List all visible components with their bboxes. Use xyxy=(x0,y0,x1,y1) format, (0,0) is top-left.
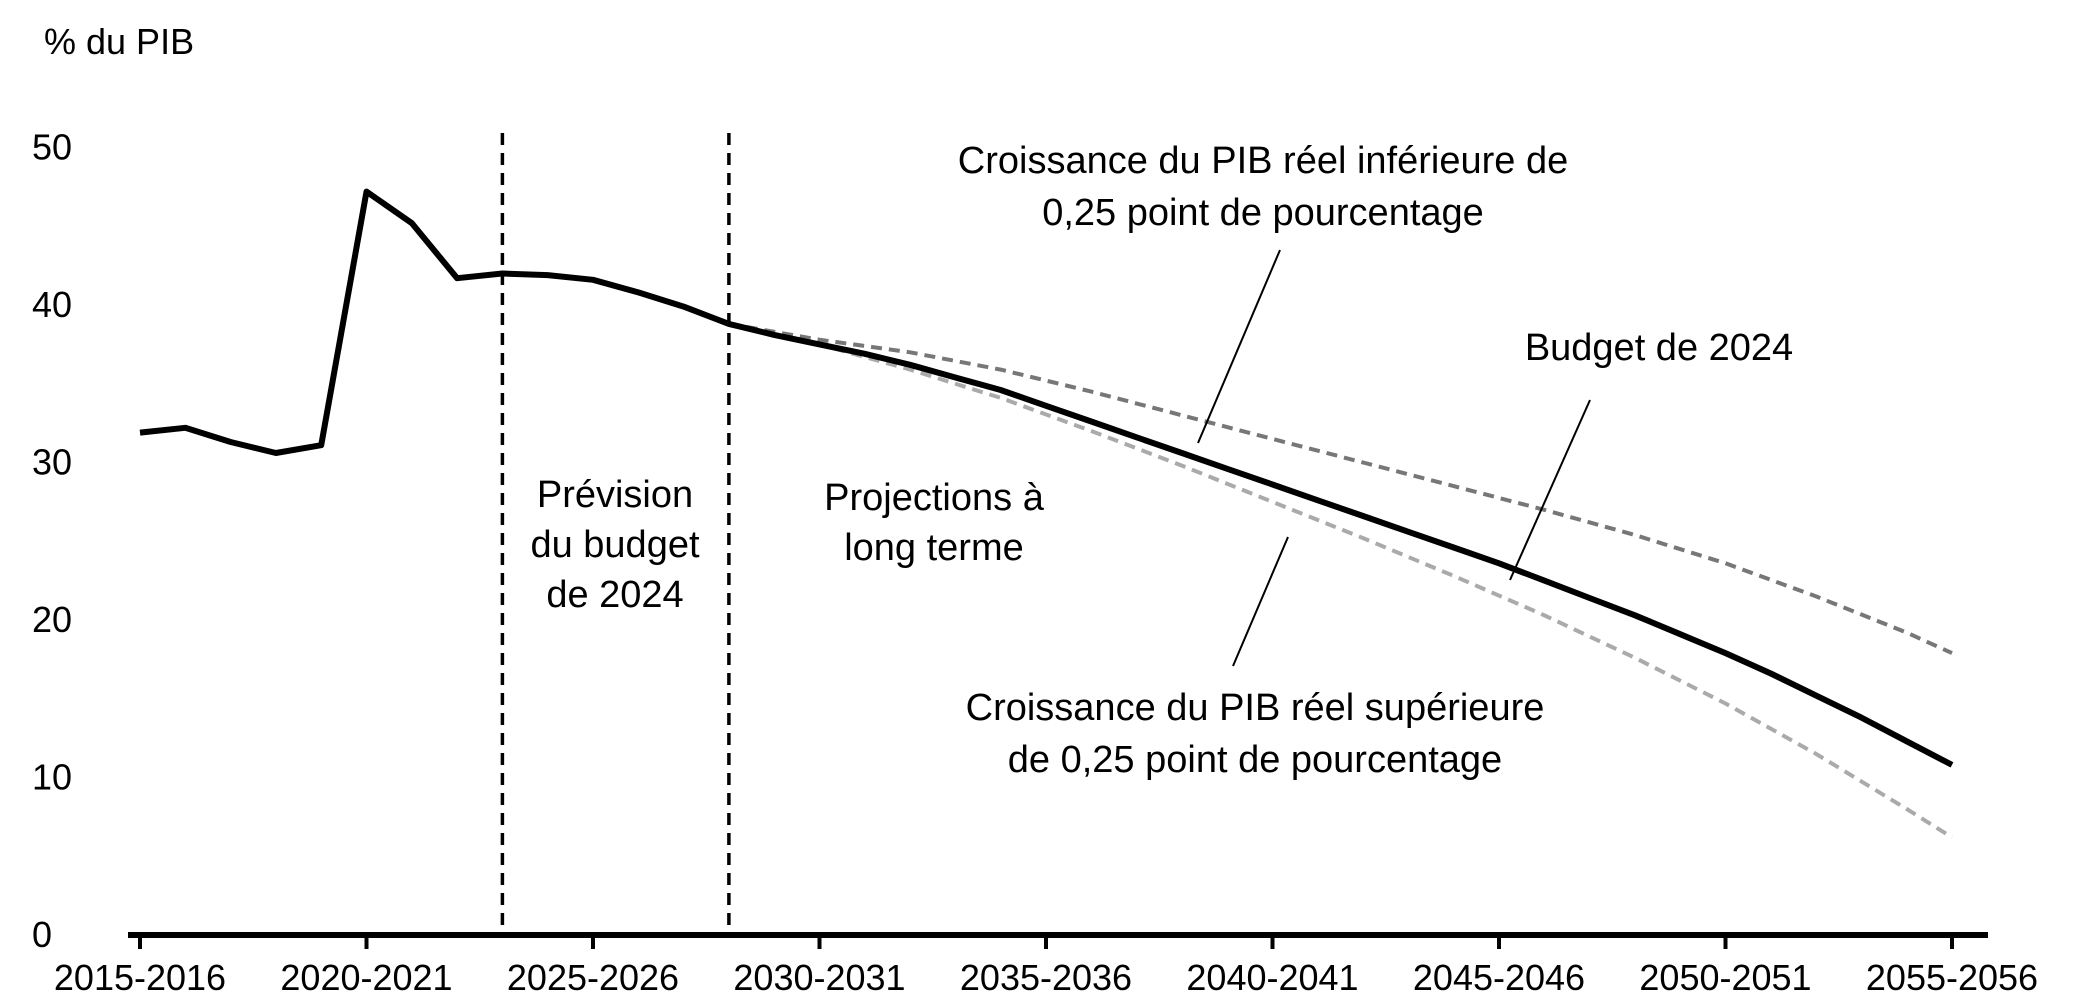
y-tick-label: 50 xyxy=(32,127,72,168)
annotation-leader-line xyxy=(1197,249,1281,444)
annotation-leader-line xyxy=(1509,399,1591,581)
annotation-higher: Croissance du PIB réel supérieure xyxy=(966,687,1545,729)
annotation-projections: long terme xyxy=(844,527,1024,569)
x-tick-label: 2055-2056 xyxy=(1866,957,2038,998)
y-tick-label: 30 xyxy=(32,442,72,483)
x-tick-labels: 2015-2016 2020-2021 2025-2026 2030-2031 2035… xyxy=(54,935,2038,998)
x-tick-label: 2050-2051 xyxy=(1639,957,1811,998)
y-tick-label: 0 xyxy=(32,914,52,955)
annotation-lower: Croissance du PIB réel inférieure de xyxy=(958,140,1568,182)
period-dividers xyxy=(500,133,731,935)
x-tick-label: 2015-2016 xyxy=(54,957,226,998)
annotation-lower: 0,25 point de pourcentage xyxy=(1042,192,1484,234)
y-tick-label: 10 xyxy=(32,757,72,798)
y-axis-label: % du PIB xyxy=(44,21,194,62)
annotation-budget: Budget de 2024 xyxy=(1525,327,1793,369)
annotations: Prévision du budget de 2024 Projections à lo… xyxy=(530,140,1793,781)
annotation-higher: de 0,25 point de pourcentage xyxy=(1008,739,1502,781)
annotation-forecast: de 2024 xyxy=(546,574,683,616)
annotation-forecast: du budget xyxy=(530,524,699,566)
annotation-projections: Projections à xyxy=(824,477,1045,519)
series-lines xyxy=(139,188,1954,840)
annotation-leaders xyxy=(1197,249,1591,667)
x-tick-label: 2020-2021 xyxy=(280,957,452,998)
series-line xyxy=(728,321,1953,655)
y-tick-label: 20 xyxy=(32,599,72,640)
x-tick-label: 2025-2026 xyxy=(507,957,679,998)
x-tick-label: 2040-2041 xyxy=(1186,957,1358,998)
x-tick-label: 2035-2036 xyxy=(960,957,1132,998)
x-tick-label: 2045-2046 xyxy=(1413,957,1585,998)
y-tick-labels: 0 10 20 30 40 50 xyxy=(32,127,72,956)
annotation-leader-line xyxy=(1232,536,1289,667)
x-tick-label: 2030-2031 xyxy=(733,957,905,998)
series-line xyxy=(139,188,1954,768)
annotation-forecast: Prévision xyxy=(537,474,693,516)
series-line xyxy=(728,321,1954,840)
y-tick-label: 40 xyxy=(32,284,72,325)
